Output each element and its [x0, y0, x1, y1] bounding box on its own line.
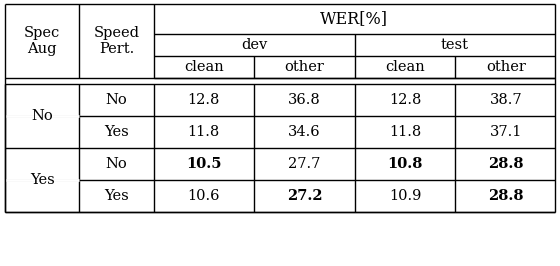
Text: Speed
Pert.: Speed Pert. — [94, 26, 139, 56]
Text: 11.8: 11.8 — [188, 125, 220, 139]
Text: Yes: Yes — [104, 125, 129, 139]
Text: No: No — [105, 157, 127, 171]
Text: 36.8: 36.8 — [288, 93, 321, 107]
Text: 27.7: 27.7 — [288, 157, 321, 171]
Text: 10.5: 10.5 — [186, 157, 222, 171]
Text: Yes: Yes — [104, 189, 129, 203]
Text: No: No — [105, 93, 127, 107]
Text: 34.6: 34.6 — [288, 125, 321, 139]
Text: other: other — [486, 60, 526, 74]
Text: Yes: Yes — [30, 173, 54, 187]
Text: No: No — [31, 109, 53, 123]
Text: 10.9: 10.9 — [389, 189, 421, 203]
Text: 12.8: 12.8 — [188, 93, 220, 107]
Text: 12.8: 12.8 — [389, 93, 421, 107]
Text: test: test — [441, 38, 469, 52]
Text: Spec
Aug: Spec Aug — [24, 26, 60, 56]
Text: 28.8: 28.8 — [488, 157, 524, 171]
Text: 11.8: 11.8 — [389, 125, 421, 139]
Text: clean: clean — [385, 60, 425, 74]
Text: 10.6: 10.6 — [188, 189, 220, 203]
Text: 37.1: 37.1 — [489, 125, 522, 139]
Text: WER[%]: WER[%] — [320, 10, 388, 27]
Text: 10.8: 10.8 — [388, 157, 423, 171]
Text: 27.2: 27.2 — [287, 189, 323, 203]
Text: 28.8: 28.8 — [488, 189, 524, 203]
Text: 38.7: 38.7 — [489, 93, 522, 107]
Text: other: other — [284, 60, 324, 74]
Text: dev: dev — [241, 38, 267, 52]
Text: clean: clean — [184, 60, 223, 74]
